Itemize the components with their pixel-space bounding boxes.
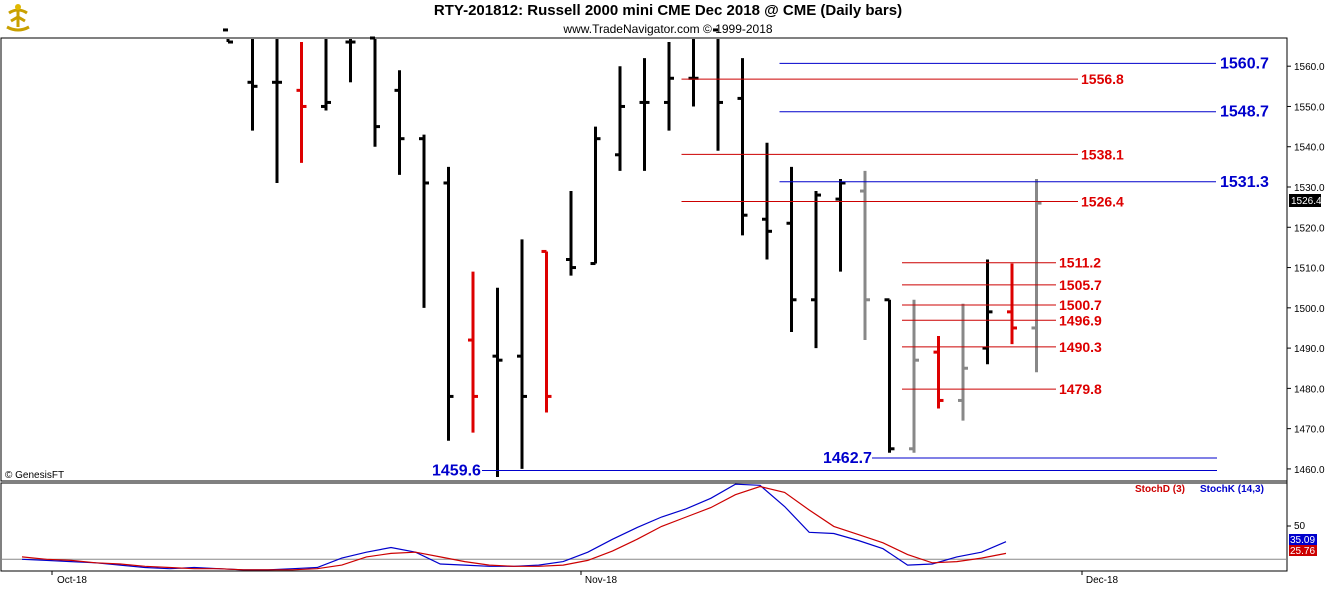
stoch-d-tag-bg — [1289, 545, 1317, 556]
level-label: 1538.1 — [1081, 146, 1124, 162]
price-tick-label: 1480.0 — [1294, 384, 1325, 395]
copyright: © GenesisFT — [5, 470, 64, 481]
price-tick-label: 1470.0 — [1294, 425, 1325, 436]
price-tick-label: 1520.0 — [1294, 223, 1325, 234]
time-axis-labels: Oct-18 Nov-18 Dec-18 — [51, 571, 1119, 586]
price-tick-label: 1540.0 — [1294, 143, 1325, 154]
stochastic-lines — [1, 483, 1287, 571]
stoch-tick-50: 50 — [1294, 521, 1306, 532]
level-label: 1462.7 — [823, 450, 872, 467]
last-price-tag: 1526.4 — [1291, 196, 1322, 207]
ohlc-bars — [223, 28, 1042, 477]
stoch-series-line — [21, 483, 1007, 571]
price-tick-label: 1460.0 — [1294, 465, 1325, 476]
stoch-d-tag: 25.76 — [1290, 546, 1315, 557]
stoch-k-tag: 35.09 — [1290, 535, 1315, 546]
level-label: 1556.8 — [1081, 71, 1124, 87]
time-label: Dec-18 — [1086, 575, 1119, 586]
chart-subtitle: www.TradeNavigator.com © 1999-2018 — [563, 22, 773, 36]
last-price-tag-bg — [1289, 194, 1321, 207]
level-label: 1479.8 — [1059, 381, 1102, 397]
price-tick-label: 1560.0 — [1294, 62, 1325, 73]
level-label: 1548.7 — [1220, 104, 1269, 121]
price-tick-label: 1550.0 — [1294, 102, 1325, 113]
price-tick-label: 1500.0 — [1294, 304, 1325, 315]
stoch-series-line — [21, 485, 1007, 571]
stoch-k-tag-bg — [1289, 534, 1317, 545]
level-label: 1560.7 — [1220, 55, 1269, 72]
price-tick-label: 1510.0 — [1294, 264, 1325, 275]
chart-title: RTY-201812: Russell 2000 mini CME Dec 20… — [433, 2, 903, 19]
price-levels: 1560.7 1556.8 1548.7 1538.1 1531.3 1526.4 1511… — [432, 55, 1269, 479]
level-label: 1490.3 — [1059, 339, 1102, 355]
price-tick-label: 1490.0 — [1294, 344, 1325, 355]
level-label: 1531.3 — [1220, 174, 1269, 191]
stoch-legend-d: StochD (3) — [1135, 484, 1185, 495]
stoch-legend-k: StochK (14,3) — [1200, 484, 1264, 495]
level-label: 1496.9 — [1059, 312, 1102, 328]
level-label: 1511.2 — [1059, 255, 1101, 271]
time-label: Nov-18 — [585, 575, 618, 586]
time-label: Oct-18 — [57, 575, 87, 586]
level-label: 1459.6 — [432, 463, 481, 480]
level-label: 1500.7 — [1059, 297, 1102, 313]
level-label: 1526.4 — [1081, 194, 1124, 210]
price-axis-ticks: 1460.0 1470.0 1480.0 1490.0 1500.0 1510.0 1520… — [1287, 62, 1325, 476]
price-tick-label: 1530.0 — [1294, 183, 1325, 194]
level-label: 1505.7 — [1059, 277, 1102, 293]
stoch-panel — [0, 482, 1288, 572]
trade-navigator-logo-icon — [3, 3, 33, 38]
